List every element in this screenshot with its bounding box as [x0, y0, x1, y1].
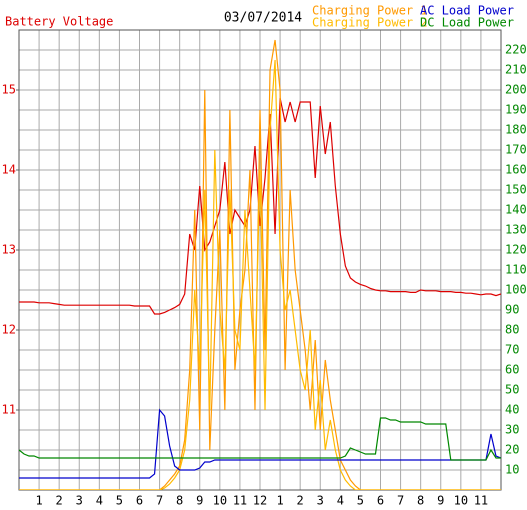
y2-tick-label: 150: [505, 183, 527, 197]
x-tick-label: 4: [96, 494, 103, 508]
y2-tick-label: 140: [505, 203, 527, 217]
x-tick-label: 11: [474, 494, 488, 508]
legend-entry: Charging Power 2: [312, 16, 428, 30]
series-line: [19, 39, 501, 490]
y2-tick-label: 20: [505, 443, 519, 457]
x-tick-label: 5: [116, 494, 123, 508]
y2-tick-label: 130: [505, 223, 527, 237]
y-tick-label: 13: [2, 243, 16, 257]
series-line: [19, 417, 501, 461]
x-tick-label: 10: [213, 494, 227, 508]
legend-entry: AC Load Power: [420, 4, 514, 18]
x-tick-label: 9: [196, 494, 203, 508]
x-tick-label: 8: [176, 494, 183, 508]
y2-tick-label: 220: [505, 43, 527, 57]
x-tick-label: 10: [454, 494, 468, 508]
y2-tick-label: 90: [505, 303, 519, 317]
legend-entry: Battery Voltage: [5, 15, 113, 29]
y2-tick-label: 10: [505, 463, 519, 477]
legend-entry: DC Load Power: [420, 16, 514, 30]
y2-tick-label: 200: [505, 83, 527, 97]
x-tick-label: 7: [156, 494, 163, 508]
legend-entry: Charging Power 1: [312, 4, 428, 18]
x-tick-label: 2: [56, 494, 63, 508]
x-tick-label: 6: [136, 494, 143, 508]
y2-tick-label: 100: [505, 283, 527, 297]
series-line: [19, 59, 501, 490]
y-tick-label: 14: [2, 163, 16, 177]
x-tick-label: 7: [397, 494, 404, 508]
x-tick-label: 1: [276, 494, 283, 508]
x-tick-label: 2: [297, 494, 304, 508]
chart-title: 03/07/2014: [224, 11, 302, 26]
y2-tick-label: 70: [505, 343, 519, 357]
y2-tick-label: 40: [505, 403, 519, 417]
x-tick-label: 1: [35, 494, 42, 508]
y2-tick-label: 210: [505, 63, 527, 77]
x-tick-label: 6: [377, 494, 384, 508]
y-tick-label: 15: [2, 83, 16, 97]
y2-tick-label: 120: [505, 243, 527, 257]
y2-tick-label: 160: [505, 163, 527, 177]
x-tick-label: 11: [233, 494, 247, 508]
x-tick-label: 12: [253, 494, 267, 508]
y2-tick-label: 80: [505, 323, 519, 337]
x-tick-label: 3: [317, 494, 324, 508]
x-tick-label: 3: [76, 494, 83, 508]
y2-tick-label: 60: [505, 363, 519, 377]
x-tick-label: 4: [337, 494, 344, 508]
series-line: [19, 408, 501, 479]
series-line: [19, 97, 501, 315]
y2-tick-label: 180: [505, 123, 527, 137]
y2-tick-label: 170: [505, 143, 527, 157]
y-tick-label: 11: [2, 403, 16, 417]
y2-tick-label: 110: [505, 263, 527, 277]
plot-border: [18, 29, 502, 491]
y-tick-label: 12: [2, 323, 16, 337]
y2-tick-label: 50: [505, 383, 519, 397]
x-tick-label: 8: [417, 494, 424, 508]
x-tick-label: 9: [437, 494, 444, 508]
y2-tick-label: 30: [505, 423, 519, 437]
x-tick-label: 5: [357, 494, 364, 508]
y2-tick-label: 190: [505, 103, 527, 117]
